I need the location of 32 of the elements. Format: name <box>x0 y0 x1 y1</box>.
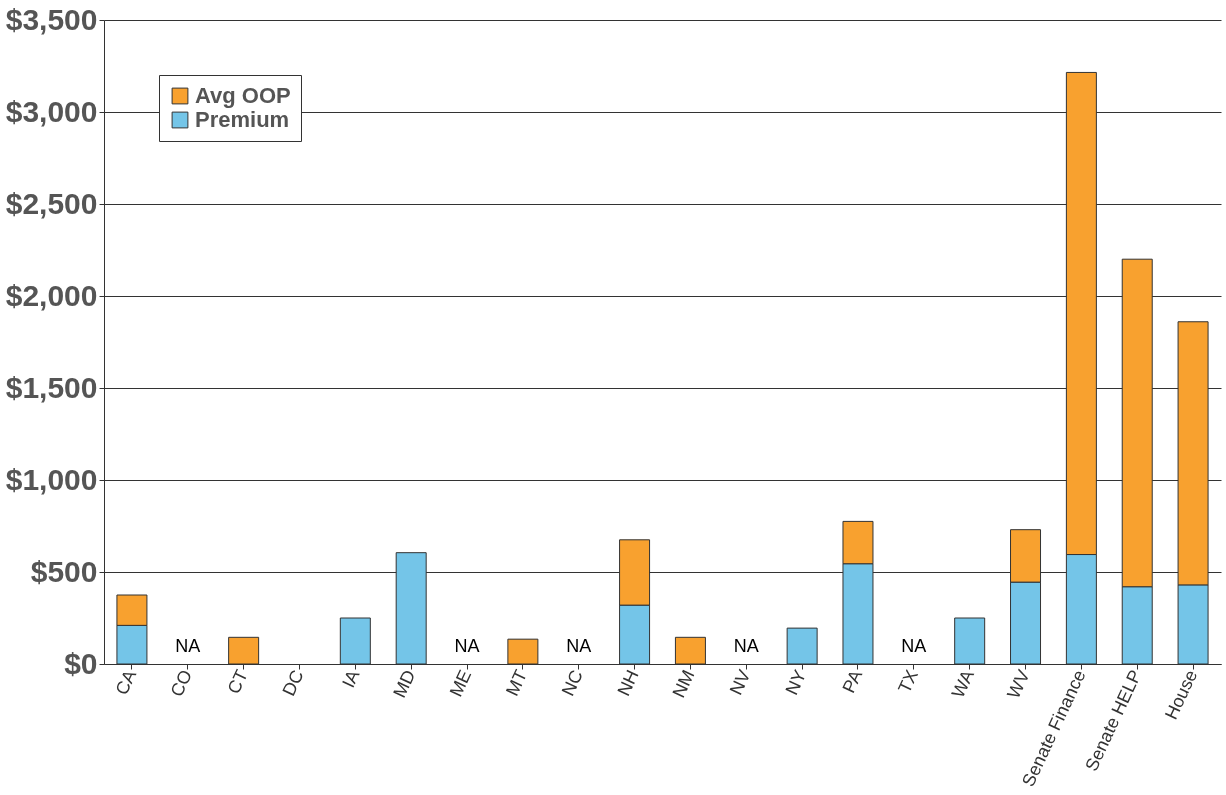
text: NA <box>175 636 201 656</box>
y-tick-label: $2,500 <box>5 186 98 220</box>
x-tick-label: CT <box>223 666 252 698</box>
x-tick-label: MD <box>389 666 420 701</box>
x-tick-label: PA <box>838 666 867 696</box>
y-tick-label: $3,000 <box>5 94 98 128</box>
x-tick-label: IA <box>338 666 364 691</box>
text: NA <box>901 636 927 656</box>
y-tick-label: $3,500 <box>5 2 98 36</box>
x-tick-label: WV <box>1003 666 1034 702</box>
x-tick-label: NV <box>725 666 755 698</box>
text: NA <box>733 636 759 656</box>
x-tick-label: CO <box>166 666 196 700</box>
x-tick-label: NY <box>781 666 811 698</box>
legend-label: Premium <box>195 107 290 132</box>
x-tick-label: NM <box>668 666 699 701</box>
text: NA <box>566 636 592 656</box>
x-tick-label: CA <box>111 666 141 698</box>
x-tick-label: ME <box>445 666 476 700</box>
y-tick-label: $2,000 <box>5 278 98 312</box>
x-tick-label: DC <box>278 666 308 699</box>
x-tick-label: NC <box>557 666 587 699</box>
text: NA <box>454 636 480 656</box>
y-tick-label: $0 <box>64 646 98 680</box>
legend-label: Avg OOP <box>195 83 291 108</box>
y-tick-label: $1,500 <box>5 370 98 404</box>
y-tick-label: $1,000 <box>5 462 98 496</box>
x-tick-label: MT <box>501 666 532 699</box>
x-tick-label: WA <box>947 666 978 701</box>
x-tick-label: TX <box>894 666 922 697</box>
y-tick-label: $500 <box>30 554 98 588</box>
x-tick-label: NH <box>613 666 643 699</box>
